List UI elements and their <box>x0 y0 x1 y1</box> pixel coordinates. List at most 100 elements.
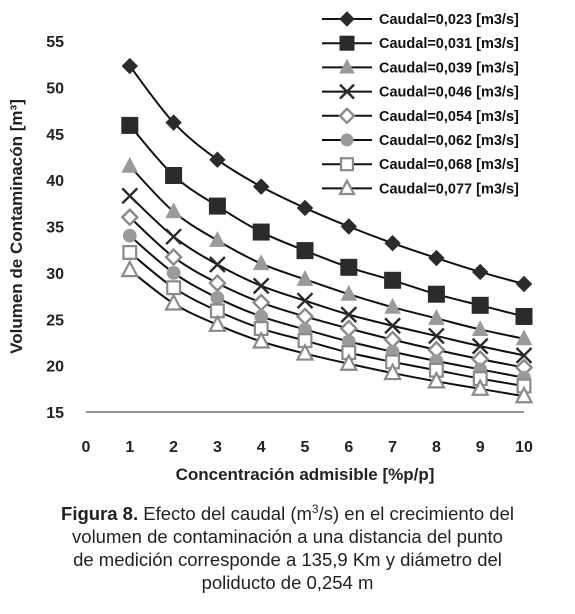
legend-marker <box>339 35 355 51</box>
data-point <box>471 263 489 281</box>
data-point <box>208 273 227 293</box>
data-point <box>164 292 183 311</box>
legend-label: Caudal=0,054 [m3/s] <box>379 109 519 125</box>
series-line <box>129 216 525 369</box>
legend-marker <box>339 11 355 27</box>
x-tick-label: 7 <box>388 439 397 456</box>
x-tick-label: 0 <box>82 439 91 456</box>
data-point <box>210 291 225 305</box>
y-tick-label: 20 <box>46 359 64 376</box>
legend-marker <box>338 178 356 196</box>
series-line <box>129 269 525 398</box>
data-point <box>515 307 533 325</box>
legend-marker <box>339 58 355 74</box>
legend-label: Caudal=0,062 [m3/s] <box>379 133 519 149</box>
series-line <box>129 195 525 357</box>
data-point <box>120 259 140 278</box>
legend-label: Caudal=0,068 [m3/s] <box>379 157 519 173</box>
series-1 <box>121 57 533 293</box>
legend-item: Caudal=0,023 [m3/s] <box>322 11 519 28</box>
data-point <box>514 385 534 404</box>
data-point <box>340 258 358 276</box>
data-point <box>295 307 315 326</box>
y-tick-label: 45 <box>46 127 64 144</box>
caption-line-1: Figura 8. Efecto del caudal (m3/s) en el… <box>0 498 575 525</box>
legend: Caudal=0,023 [m3/s] Caudal=0,031 [m3/s] Ca… <box>322 11 519 197</box>
legend-item: Caudal=0,054 [m3/s] <box>322 107 519 125</box>
series-4 <box>121 187 533 364</box>
series-6 <box>122 228 531 385</box>
x-tick-label: 8 <box>432 439 441 456</box>
y-tick-label: 25 <box>46 312 64 329</box>
data-point <box>166 280 182 296</box>
legend-marker <box>338 107 356 125</box>
x-tick-label: 5 <box>301 439 310 456</box>
data-point <box>339 353 359 371</box>
data-point <box>384 297 401 314</box>
data-point <box>252 277 270 295</box>
data-point <box>122 244 138 260</box>
series-line <box>129 124 525 318</box>
y-tick-label: 15 <box>46 405 64 422</box>
data-point <box>121 57 139 75</box>
x-tick-label: 10 <box>515 439 533 456</box>
data-point <box>428 327 445 345</box>
data-point <box>340 218 358 235</box>
x-tick-labels: 0 1 2 3 4 5 6 7 8 9 10 <box>82 439 533 456</box>
caption-text-1: Efecto del caudal (m <box>143 503 312 525</box>
x-tick-label: 1 <box>125 439 134 456</box>
series-3 <box>121 156 533 346</box>
data-point <box>121 116 139 134</box>
series-5 <box>120 208 534 377</box>
series-8 <box>120 259 534 404</box>
data-point <box>122 228 137 243</box>
legend-label: Caudal=0,077 [m3/s] <box>379 181 519 197</box>
figure-caption: Figura 8. Efecto del caudal (m3/s) en el… <box>0 498 575 594</box>
data-point <box>208 197 226 215</box>
data-point <box>383 362 402 381</box>
series-line <box>129 165 525 340</box>
data-point <box>121 156 139 173</box>
caption-line-3: de medición corresponde a 135,9 Km y diá… <box>73 549 502 571</box>
x-tick-label: 4 <box>257 439 266 456</box>
legend-marker <box>339 157 355 172</box>
caption-line-2: volumen de contaminación a una distancia… <box>72 526 503 548</box>
y-tick-label: 50 <box>46 80 64 97</box>
data-point <box>471 337 489 355</box>
data-point <box>296 270 314 286</box>
legend-item: Caudal=0,077 [m3/s] <box>322 178 519 197</box>
data-point <box>165 228 182 246</box>
legend-item: Caudal=0,039 [m3/s] <box>322 58 519 76</box>
series-line <box>129 251 525 388</box>
y-tick-label: 55 <box>46 34 64 51</box>
caption-superscript: 3 <box>311 502 319 516</box>
series-2 <box>121 116 533 325</box>
caption-text-1-end: /s) en el crecimiento del <box>318 503 514 525</box>
data-point <box>296 292 314 310</box>
data-point <box>209 151 226 168</box>
y-tick-label: 35 <box>46 220 64 237</box>
x-axis-title: Concentración admisible [%p/p] <box>176 465 435 484</box>
data-point <box>252 254 270 271</box>
x-tick-label: 6 <box>344 439 353 456</box>
data-point <box>384 271 402 289</box>
caption-label: Figura 8. <box>61 503 139 525</box>
legend-label: Caudal=0,031 [m3/s] <box>379 36 519 52</box>
data-point <box>295 342 315 361</box>
data-point <box>339 319 358 338</box>
y-tick-label: 40 <box>46 173 64 190</box>
caption-line-4: poliducto de 0,254 m <box>201 572 374 594</box>
legend-item: Caudal=0,046 [m3/s] <box>322 83 519 101</box>
series-group <box>120 57 534 404</box>
legend-item: Caudal=0,068 [m3/s] <box>322 157 519 173</box>
data-point <box>296 199 314 217</box>
data-point <box>252 293 271 312</box>
data-point <box>252 178 270 195</box>
data-point <box>120 208 139 227</box>
legend-item: Caudal=0,031 [m3/s] <box>322 35 519 52</box>
data-point <box>209 256 226 273</box>
x-tick-label: 2 <box>169 439 178 456</box>
y-tick-label: 30 <box>46 266 64 283</box>
legend-label: Caudal=0,046 [m3/s] <box>379 85 519 101</box>
